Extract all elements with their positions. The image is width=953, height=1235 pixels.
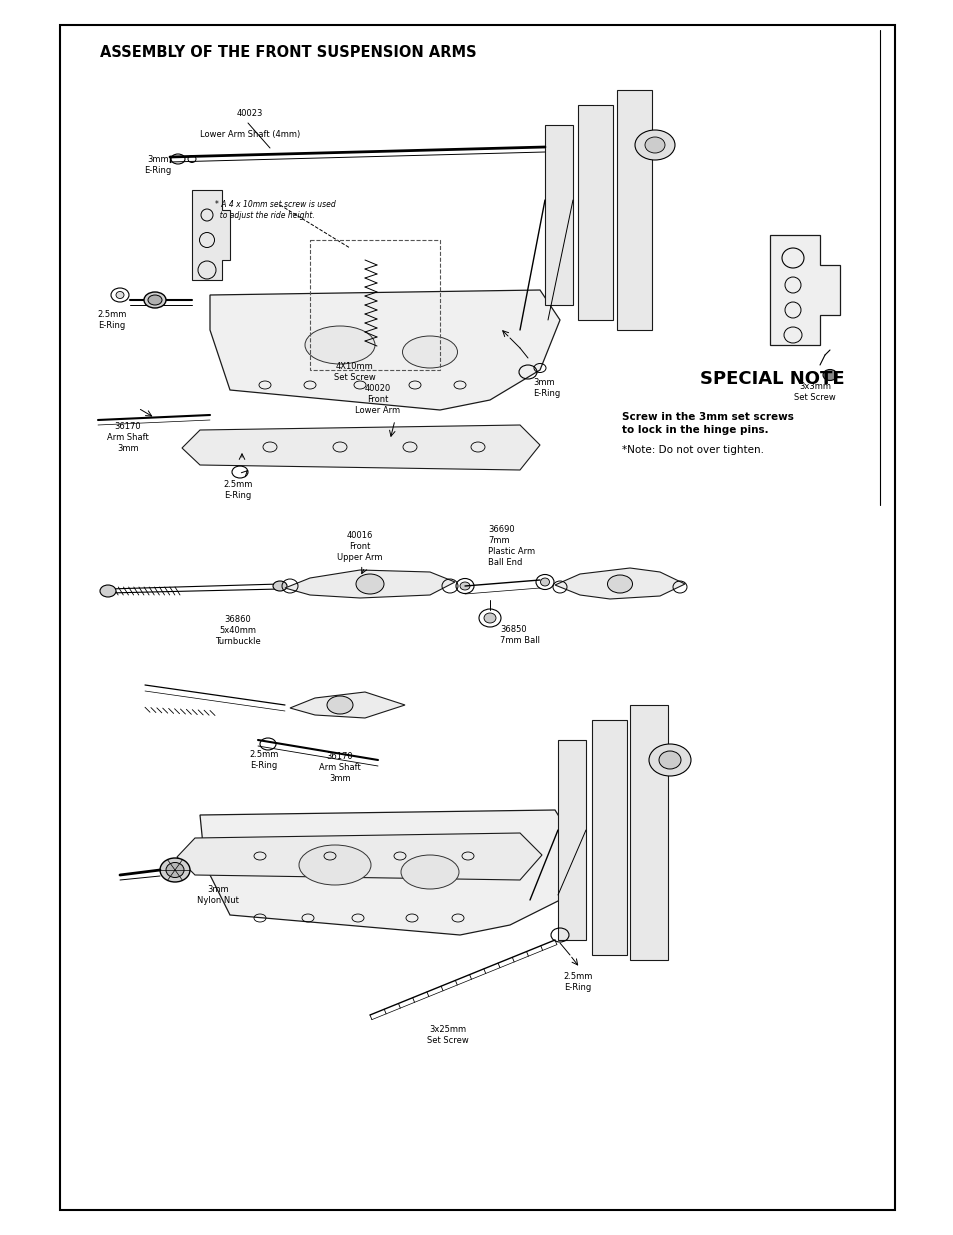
Ellipse shape (822, 369, 836, 380)
Text: 36860
5x40mm
Turnbuckle: 36860 5x40mm Turnbuckle (214, 615, 260, 646)
Ellipse shape (483, 613, 496, 622)
Ellipse shape (305, 326, 375, 364)
Text: 2.5mm
E-Ring: 2.5mm E-Ring (97, 310, 127, 330)
Polygon shape (192, 190, 230, 280)
Polygon shape (555, 568, 684, 599)
Ellipse shape (648, 743, 690, 776)
Text: Lower Arm Shaft (4mm): Lower Arm Shaft (4mm) (200, 119, 300, 140)
Text: 2.5mm
E-Ring: 2.5mm E-Ring (223, 480, 253, 500)
Ellipse shape (400, 855, 458, 889)
Text: 3mm
Nylon Nut: 3mm Nylon Nut (197, 885, 238, 905)
Text: 40016
Front
Upper Arm: 40016 Front Upper Arm (337, 531, 382, 562)
Ellipse shape (166, 862, 184, 878)
Text: 36170
Arm Shaft
3mm: 36170 Arm Shaft 3mm (319, 752, 360, 783)
Polygon shape (290, 692, 405, 718)
Ellipse shape (459, 582, 470, 590)
Ellipse shape (298, 845, 371, 885)
Ellipse shape (116, 291, 124, 299)
Text: 3mm
E-Ring: 3mm E-Ring (533, 378, 559, 398)
Bar (617, 90, 651, 330)
Text: 36170
Arm Shaft
3mm: 36170 Arm Shaft 3mm (107, 422, 149, 453)
Polygon shape (200, 810, 579, 935)
Ellipse shape (100, 585, 116, 597)
Ellipse shape (402, 336, 457, 368)
Bar (578, 105, 613, 320)
Bar (592, 720, 626, 955)
Bar (558, 740, 585, 940)
Ellipse shape (540, 578, 549, 585)
Text: 40023: 40023 (236, 109, 263, 119)
Ellipse shape (635, 130, 675, 161)
Bar (544, 125, 573, 305)
Text: 40020
Front
Lower Arm: 40020 Front Lower Arm (355, 384, 400, 415)
Text: ASSEMBLY OF THE FRONT SUSPENSION ARMS: ASSEMBLY OF THE FRONT SUSPENSION ARMS (100, 44, 476, 59)
Ellipse shape (355, 574, 384, 594)
Text: * A 4 x 10mm set screw is used
  to adjust the ride height.: * A 4 x 10mm set screw is used to adjust… (214, 200, 335, 220)
Ellipse shape (148, 295, 162, 305)
Polygon shape (210, 290, 559, 410)
Ellipse shape (327, 697, 353, 714)
Polygon shape (182, 425, 539, 471)
Ellipse shape (659, 751, 680, 769)
Polygon shape (769, 235, 840, 345)
Ellipse shape (273, 580, 287, 592)
Text: 3mm
E-Ring: 3mm E-Ring (144, 156, 172, 175)
Text: Screw in the 3mm set screws
to lock in the hinge pins.: Screw in the 3mm set screws to lock in t… (621, 412, 793, 435)
Text: 2.5mm
E-Ring: 2.5mm E-Ring (249, 750, 278, 771)
Text: 3x25mm
Set Screw: 3x25mm Set Screw (427, 1025, 468, 1045)
Bar (310, 240, 439, 370)
Text: 36690
7mm
Plastic Arm
Ball End: 36690 7mm Plastic Arm Ball End (488, 525, 535, 567)
Ellipse shape (644, 137, 664, 153)
Polygon shape (285, 571, 455, 598)
Ellipse shape (144, 291, 166, 308)
Text: 2.5mm
E-Ring: 2.5mm E-Ring (562, 972, 592, 992)
Text: SPECIAL NOTE: SPECIAL NOTE (700, 370, 843, 388)
Text: 3x3mm
Set Screw: 3x3mm Set Screw (793, 382, 835, 403)
Text: 4X10mm
Set Screw: 4X10mm Set Screw (334, 362, 375, 382)
Polygon shape (177, 832, 541, 881)
Text: *Note: Do not over tighten.: *Note: Do not over tighten. (621, 445, 763, 454)
Ellipse shape (607, 576, 632, 593)
Ellipse shape (160, 858, 190, 882)
Bar (60, 25, 894, 1210)
Text: 36850
7mm Ball: 36850 7mm Ball (499, 625, 539, 645)
Bar (629, 705, 667, 960)
